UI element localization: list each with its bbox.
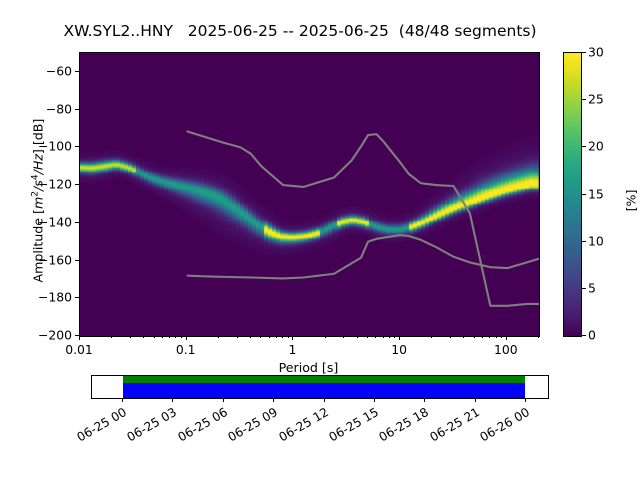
x-axis-minor-tick bbox=[217, 336, 219, 339]
y-axis-tick-label: −120 bbox=[37, 176, 72, 192]
x-axis-minor-tick bbox=[236, 336, 238, 339]
x-axis-minor-tick bbox=[356, 336, 358, 339]
timeline-tick-mark bbox=[373, 398, 375, 402]
x-axis-minor-tick bbox=[394, 336, 396, 339]
x-axis-minor-tick bbox=[268, 336, 270, 339]
x-axis-minor-tick bbox=[143, 336, 145, 339]
y-axis-tick-label: −140 bbox=[37, 214, 72, 230]
colorbar-gradient bbox=[564, 53, 581, 336]
x-axis-minor-tick bbox=[282, 336, 284, 339]
colorbar-tick-label: 10 bbox=[588, 233, 604, 249]
y-axis-tick-label: −80 bbox=[45, 101, 72, 117]
colorbar-tick-mark bbox=[582, 52, 586, 53]
x-axis-minor-tick bbox=[249, 336, 251, 339]
y-axis-tick-mark bbox=[75, 184, 79, 186]
x-axis-minor-tick bbox=[153, 336, 155, 339]
y-axis-tick-label: −200 bbox=[37, 327, 72, 343]
x-axis-minor-tick bbox=[538, 336, 539, 339]
ppsd-plot-area[interactable] bbox=[79, 52, 540, 337]
x-axis-minor-tick bbox=[169, 336, 171, 339]
colorbar-tick-mark bbox=[582, 193, 586, 195]
x-axis-minor-tick bbox=[175, 336, 177, 339]
x-axis-minor-tick bbox=[275, 336, 277, 339]
y-axis-tick-label: −60 bbox=[45, 63, 72, 79]
ppsd-density-heatmap bbox=[80, 53, 539, 336]
x-axis-major-tick bbox=[79, 336, 80, 340]
timeline-tick-mark bbox=[474, 398, 476, 402]
x-axis-tick-label: 0.01 bbox=[65, 342, 93, 357]
x-axis-minor-tick bbox=[162, 336, 164, 339]
colorbar-tick-label: 15 bbox=[588, 186, 604, 201]
x-axis-label: Period [s] bbox=[278, 360, 339, 375]
x-axis-minor-tick bbox=[388, 336, 390, 339]
y-axis-tick-mark bbox=[75, 70, 79, 72]
grid-line-vertical bbox=[539, 53, 540, 336]
x-axis-minor-tick bbox=[129, 336, 131, 339]
y-axis-tick-label: −100 bbox=[37, 138, 72, 154]
x-axis-minor-tick bbox=[431, 336, 433, 339]
coverage-segment-blue bbox=[123, 383, 526, 398]
colorbar-tick-mark bbox=[582, 240, 586, 242]
timeline-tick-mark bbox=[222, 398, 224, 402]
x-axis-minor-tick bbox=[473, 336, 475, 339]
noise-model-nlnm bbox=[186, 234, 539, 280]
timeline-tick-mark bbox=[323, 398, 325, 402]
colorbar-tick-mark bbox=[582, 146, 586, 148]
figure-title: XW.SYL2..HNY 2025-06-25 -- 2025-06-25 (4… bbox=[63, 22, 537, 40]
x-axis-minor-tick bbox=[111, 336, 113, 339]
x-axis-tick-label: 10 bbox=[391, 342, 408, 357]
x-axis-minor-tick bbox=[495, 336, 497, 339]
x-axis-major-tick bbox=[399, 336, 401, 340]
y-axis-tick-mark bbox=[75, 221, 79, 223]
x-axis-minor-tick bbox=[382, 336, 384, 339]
x-axis-minor-tick bbox=[482, 336, 484, 339]
x-axis-minor-tick bbox=[324, 336, 326, 339]
x-axis-minor-tick bbox=[287, 336, 289, 339]
y-axis-tick-labels: −60 −80 −100 −120 −140 −160 −180 −200 bbox=[0, 0, 72, 480]
x-axis-minor-tick bbox=[450, 336, 452, 339]
x-axis-minor-tick bbox=[489, 336, 491, 339]
x-axis-minor-tick bbox=[180, 336, 182, 339]
x-axis-minor-tick bbox=[343, 336, 345, 339]
y-axis-tick-mark bbox=[75, 146, 79, 148]
y-axis-tick-mark bbox=[75, 297, 79, 299]
x-axis-minor-tick bbox=[367, 336, 369, 339]
colorbar-tick-label: 5 bbox=[588, 280, 596, 296]
colorbar-label: [%] bbox=[623, 189, 639, 212]
x-axis-tick-label: 1 bbox=[288, 342, 297, 357]
colorbar-tick-label: 20 bbox=[588, 138, 604, 154]
x-axis-minor-tick bbox=[375, 336, 377, 339]
timeline-tick-mark bbox=[122, 398, 123, 402]
y-axis-tick-label: −180 bbox=[37, 289, 72, 305]
x-axis-minor-tick bbox=[500, 336, 502, 339]
x-axis-minor-tick bbox=[260, 336, 262, 339]
x-axis-tick-label: 0.1 bbox=[175, 342, 196, 357]
coverage-timeline[interactable] bbox=[91, 375, 549, 399]
colorbar-tick-mark bbox=[582, 335, 586, 336]
colorbar-tick-mark bbox=[582, 287, 586, 289]
y-axis-tick-label: −160 bbox=[37, 252, 72, 268]
timeline-tick-mark bbox=[273, 398, 275, 402]
x-axis-tick-label: 100 bbox=[494, 342, 518, 357]
colorbar-tick-label: 0 bbox=[588, 327, 596, 343]
timeline-tick-mark bbox=[424, 398, 426, 402]
grid-line-horizontal bbox=[80, 336, 539, 337]
timeline-tick-mark bbox=[525, 398, 527, 402]
colorbar-tick-label: 30 bbox=[588, 44, 604, 60]
noise-model-nhnm bbox=[186, 130, 539, 307]
x-axis-major-tick bbox=[505, 336, 507, 340]
noise-model-curves bbox=[186, 130, 539, 307]
x-axis-minor-tick bbox=[463, 336, 465, 339]
x-axis-major-tick bbox=[185, 336, 187, 340]
coverage-segment-green bbox=[123, 376, 526, 383]
colorbar-tick-mark bbox=[582, 99, 586, 101]
y-axis-tick-mark bbox=[75, 108, 79, 110]
timeline-tick-mark bbox=[172, 398, 174, 402]
colorbar-tick-label: 25 bbox=[588, 91, 604, 107]
colorbar[interactable] bbox=[563, 52, 582, 337]
y-axis-tick-mark bbox=[75, 259, 79, 261]
y-axis-tick-mark bbox=[75, 335, 79, 336]
x-axis-major-tick bbox=[292, 336, 294, 340]
